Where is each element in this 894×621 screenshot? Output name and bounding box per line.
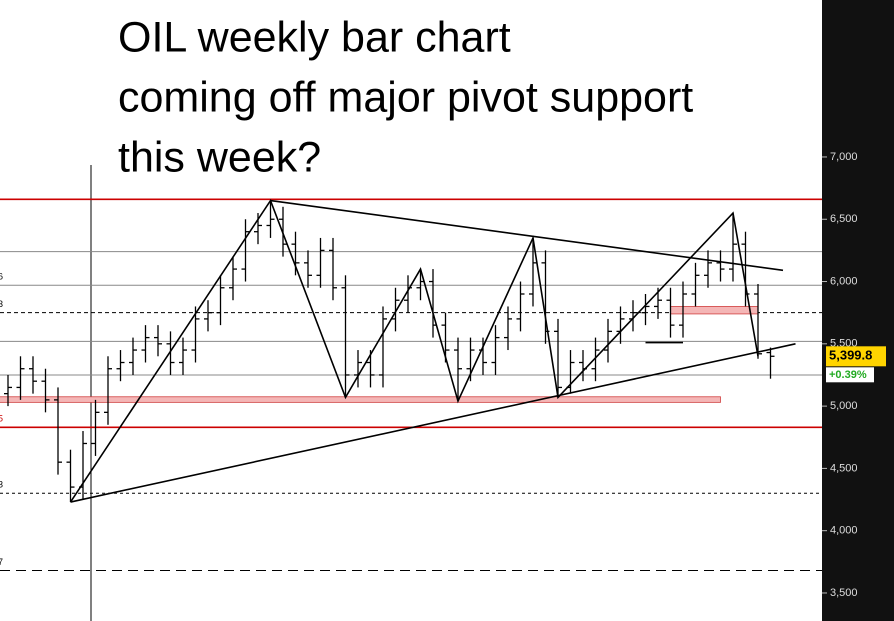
y-tick-label: 7,000: [830, 151, 858, 163]
level-label: 7: [0, 557, 3, 567]
price-bar: [41, 368, 50, 413]
level-label: 3: [0, 480, 3, 490]
price-bar: [116, 350, 125, 382]
price-bar: [66, 449, 75, 503]
price-bar: [304, 250, 312, 288]
y-tick-label: 6,000: [830, 275, 858, 287]
level-label: 5: [0, 414, 3, 424]
price-bar: [591, 337, 600, 382]
price-bar: [129, 337, 137, 375]
plot: 6 3 5 3 7: [0, 198, 822, 572]
price-bar: [329, 237, 337, 301]
price-bar: [241, 219, 250, 282]
price-bar: [204, 300, 212, 332]
price-bar: [141, 325, 150, 363]
price-bar: [104, 356, 112, 425]
price-bar: [179, 337, 187, 375]
price-bar: [704, 250, 712, 288]
last-price-label: 5,399.8: [829, 348, 872, 363]
title: OIL weekly bar chart coming off major piv…: [118, 13, 693, 181]
price-bar: [666, 287, 675, 338]
price-axis-panel: [822, 0, 894, 621]
price-bar: [166, 331, 175, 375]
price-bar: [604, 318, 612, 363]
price-bar: [266, 200, 275, 238]
price-bar: [341, 275, 350, 398]
price-bar: [154, 325, 162, 357]
title-line: OIL weekly bar chart: [118, 13, 511, 61]
price-bar: [679, 281, 687, 338]
price-bar: [316, 237, 325, 288]
price-bar: [641, 293, 650, 326]
price-bar: [516, 281, 525, 332]
title-line: this week?: [118, 133, 321, 181]
y-tick-label: 5,000: [830, 400, 858, 412]
price-bar: [366, 350, 375, 388]
y-tick-label: 4,000: [830, 525, 858, 537]
change-box: [826, 367, 874, 383]
zone: [0, 396, 721, 403]
price-bar: [716, 250, 725, 282]
price-bar: [29, 356, 37, 394]
price-bar: [754, 284, 762, 359]
zigzag-line: [69, 198, 759, 503]
price-bar: [691, 262, 700, 307]
price-bar: [766, 347, 775, 379]
price-bar: [379, 306, 387, 388]
price-bar: [229, 256, 237, 301]
price-bar: [4, 374, 12, 407]
price-bar: [729, 213, 737, 282]
price-bar: [191, 306, 200, 363]
change-label: +0.39%: [829, 369, 867, 381]
y-tick-label: 4,500: [830, 462, 858, 474]
y-tick-label: 3,500: [830, 587, 858, 599]
y-tick-label: 6,500: [830, 213, 858, 225]
price-bar: [16, 356, 25, 400]
price-axis: 3,5004,0004,5005,0005,5006,0006,5007,000…: [822, 151, 886, 599]
last-price-tag: [826, 346, 886, 367]
price-bar: [54, 387, 62, 475]
title-line: coming off major pivot support: [118, 73, 693, 121]
price-bar: [491, 325, 500, 375]
price-bar: [454, 337, 462, 402]
price-bar: [91, 399, 100, 456]
price-bar: [354, 350, 362, 388]
level-label: 6: [0, 272, 3, 282]
trend-line: [270, 199, 784, 272]
price-bar: [554, 318, 562, 398]
price-bar: [504, 306, 512, 351]
price-bar: [216, 275, 225, 326]
level-label: 3: [0, 299, 3, 309]
trend-line: [70, 343, 796, 503]
